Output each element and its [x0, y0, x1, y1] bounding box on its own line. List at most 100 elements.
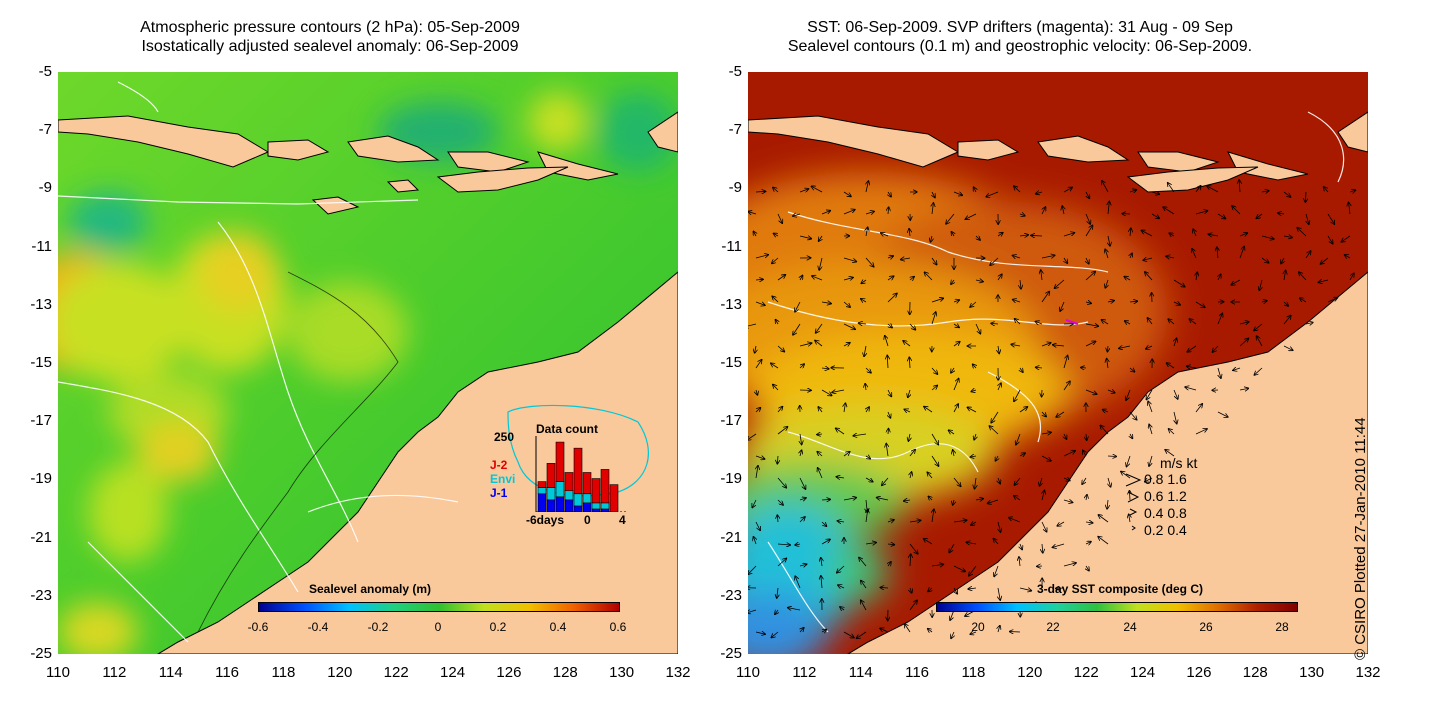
velocity-arrow — [887, 520, 894, 522]
velocity-arrow — [1141, 230, 1153, 237]
velocity-arrow — [1053, 345, 1065, 346]
velocity-arrow — [821, 522, 826, 526]
legend-j2: J-2 — [490, 458, 508, 472]
velocity-arrow — [1278, 213, 1285, 214]
velocity-arrow — [1105, 279, 1108, 288]
velocity-arrow — [1256, 213, 1263, 218]
velocity-arrow — [1207, 186, 1219, 193]
velocity-arrow — [1107, 301, 1114, 302]
data-count-bar-envi — [591, 502, 601, 510]
sst-map-graphic — [748, 72, 1368, 654]
velocity-arrow — [1063, 563, 1076, 567]
velocity-arrow — [1130, 228, 1131, 237]
velocity-arrow — [1020, 279, 1021, 289]
data-count-bar-j1 — [591, 508, 601, 512]
velocity-arrow — [1042, 543, 1043, 553]
velocity-arrow — [951, 367, 954, 373]
latitude-tick-label: -5 — [728, 63, 742, 80]
velocity-arrow — [1173, 279, 1185, 287]
velocity-arrow — [931, 455, 939, 466]
velocity-arrow — [748, 565, 757, 574]
latitude-tick-label: -9 — [38, 179, 52, 197]
longitude-tick-label: 116 — [215, 664, 240, 681]
velocity-arrow — [756, 466, 758, 479]
velocity-arrow — [800, 275, 803, 281]
velocity-arrow — [777, 587, 778, 598]
velocity-arrow — [799, 236, 811, 239]
velocity-arrow — [1063, 500, 1073, 502]
velocity-arrow — [772, 296, 779, 303]
velocity-arrow — [1341, 235, 1351, 242]
velocity-arrow — [812, 276, 823, 281]
velocity-arrow — [1239, 322, 1249, 324]
velocity-arrow — [1041, 521, 1047, 532]
velocity-arrow — [1041, 255, 1055, 258]
velocity-arrow — [887, 256, 893, 258]
speed-legend-row: 0.2 0.4 — [1144, 522, 1187, 538]
velocity-arrow — [1107, 456, 1116, 457]
longitude-tick-label: 132 — [665, 664, 691, 681]
velocity-arrow — [953, 324, 959, 327]
data-count-chart — [535, 436, 626, 512]
data-count-bar-j2 — [564, 472, 574, 492]
velocity-arrow — [1261, 301, 1267, 302]
velocity-arrow — [1056, 411, 1065, 417]
dc-xlabel-max: 4 — [619, 513, 626, 527]
velocity-arrow — [815, 340, 823, 347]
velocity-arrow — [1014, 186, 1021, 193]
velocity-arrow — [953, 477, 961, 486]
velocity-arrow — [888, 324, 892, 328]
velocity-arrow — [1063, 233, 1074, 237]
velocity-arrow — [1064, 257, 1067, 263]
velocity-arrow — [800, 433, 802, 445]
longitude-tick-label: 120 — [327, 664, 353, 681]
longitude-tick-label: 130 — [609, 664, 635, 681]
latitude-tick-label: -11 — [31, 237, 52, 255]
velocity-arrow — [1185, 387, 1197, 391]
right-title-line-1: SST: 06-Sep-2009. SVP drifters (magenta)… — [807, 19, 1233, 36]
velocity-arrow — [1052, 543, 1065, 547]
velocity-arrow — [1014, 389, 1021, 401]
data-count-title: Data count — [536, 422, 599, 436]
latitude-tick-label: -25 — [720, 645, 742, 662]
velocity-arrow — [924, 272, 933, 281]
velocity-arrow — [1019, 557, 1020, 567]
velocity-arrow — [946, 213, 955, 224]
velocity-arrow — [793, 323, 801, 335]
latitude-tick-label: -13 — [30, 295, 52, 313]
velocity-arrow — [1173, 389, 1178, 399]
velocity-arrow — [793, 214, 801, 216]
velocity-arrow — [973, 364, 976, 368]
velocity-arrow — [1327, 235, 1333, 244]
velocity-arrow — [1019, 235, 1028, 236]
velocity-arrow — [755, 255, 768, 259]
velocity-arrow — [1129, 514, 1130, 523]
velocity-arrow — [1041, 455, 1051, 461]
data-count-bar-envi — [573, 493, 583, 507]
velocity-arrow — [931, 564, 943, 566]
velocity-arrow — [859, 558, 867, 567]
velocity-arrow — [909, 357, 910, 369]
velocity-arrow — [969, 565, 977, 576]
velocity-arrow — [1305, 191, 1306, 202]
longitude-tick-label: 122 — [383, 664, 409, 681]
land — [58, 111, 678, 654]
velocity-arrow — [953, 192, 962, 195]
velocity-arrow — [909, 600, 917, 611]
velocity-arrow — [951, 280, 954, 284]
velocity-arrow — [887, 544, 894, 545]
velocity-arrow — [927, 472, 933, 479]
velocity-arrow — [1318, 280, 1329, 282]
velocity-arrow — [1239, 246, 1244, 259]
velocity-arrow — [844, 403, 845, 413]
longitude-tick-label: 126 — [1186, 664, 1212, 681]
velocity-arrow — [865, 543, 876, 544]
data-count-bar-envi — [546, 487, 556, 501]
velocity-arrow — [1085, 225, 1093, 237]
velocity-arrow — [1020, 543, 1022, 550]
velocity-arrow — [1108, 201, 1109, 215]
velocity-arrow — [1129, 301, 1137, 302]
velocity-arrow — [1086, 565, 1089, 571]
velocity-arrow — [1208, 234, 1219, 236]
velocity-arrow — [1320, 257, 1329, 264]
